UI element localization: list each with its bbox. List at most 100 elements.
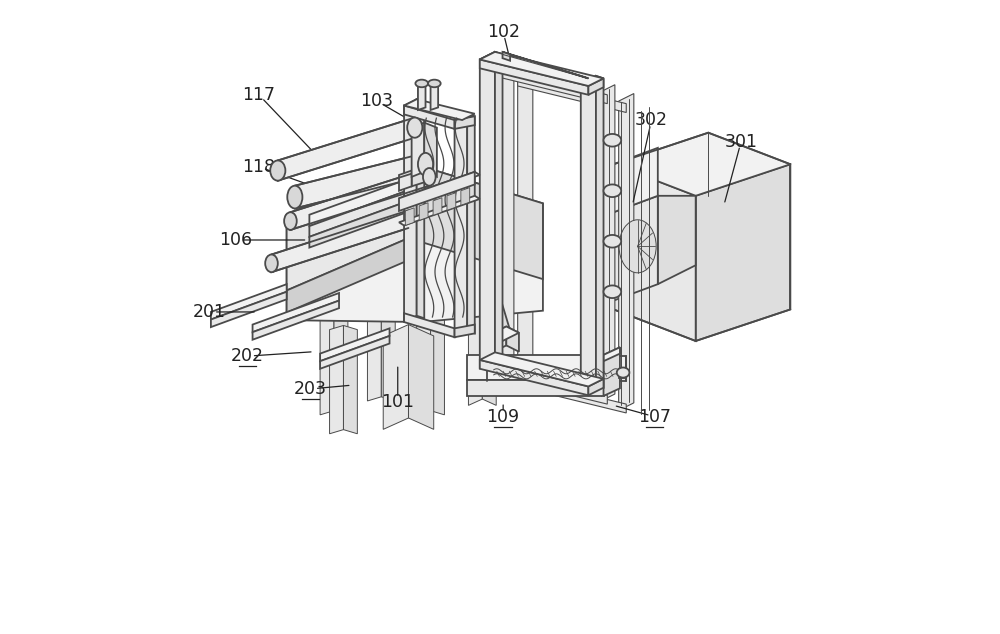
Polygon shape bbox=[455, 325, 475, 337]
Polygon shape bbox=[278, 117, 415, 181]
Text: 202: 202 bbox=[231, 347, 264, 365]
Text: 302: 302 bbox=[635, 111, 668, 129]
Polygon shape bbox=[418, 84, 426, 110]
Polygon shape bbox=[467, 355, 604, 380]
Polygon shape bbox=[518, 378, 626, 413]
Polygon shape bbox=[467, 380, 604, 396]
Polygon shape bbox=[412, 165, 427, 186]
Polygon shape bbox=[518, 77, 626, 112]
Ellipse shape bbox=[407, 117, 422, 138]
Ellipse shape bbox=[619, 220, 656, 273]
Polygon shape bbox=[404, 100, 475, 120]
Polygon shape bbox=[604, 347, 620, 361]
Polygon shape bbox=[330, 325, 343, 434]
Polygon shape bbox=[499, 369, 607, 404]
Polygon shape bbox=[309, 178, 410, 226]
Polygon shape bbox=[487, 356, 626, 369]
Polygon shape bbox=[480, 353, 604, 387]
Polygon shape bbox=[495, 52, 503, 364]
Polygon shape bbox=[431, 84, 438, 110]
Polygon shape bbox=[480, 52, 604, 86]
Polygon shape bbox=[287, 238, 408, 313]
Polygon shape bbox=[658, 196, 696, 284]
Text: 201: 201 bbox=[193, 303, 226, 321]
Polygon shape bbox=[447, 193, 456, 210]
Polygon shape bbox=[503, 52, 588, 79]
Ellipse shape bbox=[415, 80, 428, 87]
Ellipse shape bbox=[604, 134, 621, 146]
Polygon shape bbox=[431, 306, 444, 415]
Polygon shape bbox=[614, 196, 658, 301]
Polygon shape bbox=[468, 295, 482, 405]
Polygon shape bbox=[518, 70, 533, 387]
Ellipse shape bbox=[617, 368, 629, 378]
Ellipse shape bbox=[428, 80, 441, 87]
Polygon shape bbox=[604, 347, 620, 396]
Polygon shape bbox=[343, 325, 357, 434]
Polygon shape bbox=[399, 171, 412, 191]
Polygon shape bbox=[211, 292, 287, 327]
Polygon shape bbox=[320, 336, 390, 369]
Polygon shape bbox=[405, 208, 414, 226]
Polygon shape bbox=[619, 369, 625, 378]
Ellipse shape bbox=[287, 186, 302, 209]
Polygon shape bbox=[424, 122, 437, 177]
Polygon shape bbox=[404, 105, 455, 129]
Polygon shape bbox=[588, 79, 604, 95]
Polygon shape bbox=[581, 76, 604, 86]
Polygon shape bbox=[614, 164, 696, 341]
Text: 102: 102 bbox=[487, 23, 520, 41]
Polygon shape bbox=[211, 284, 287, 320]
Ellipse shape bbox=[418, 153, 433, 176]
Polygon shape bbox=[399, 196, 480, 226]
Polygon shape bbox=[482, 295, 496, 405]
Polygon shape bbox=[253, 301, 339, 340]
Polygon shape bbox=[320, 328, 390, 361]
Polygon shape bbox=[619, 94, 634, 410]
Text: 301: 301 bbox=[725, 133, 758, 150]
Polygon shape bbox=[499, 68, 607, 103]
Polygon shape bbox=[480, 360, 588, 395]
Polygon shape bbox=[253, 293, 339, 332]
Ellipse shape bbox=[604, 184, 621, 197]
Polygon shape bbox=[614, 148, 658, 212]
Polygon shape bbox=[455, 113, 467, 337]
Polygon shape bbox=[408, 162, 543, 279]
Polygon shape bbox=[271, 210, 408, 272]
Polygon shape bbox=[696, 164, 790, 341]
Polygon shape bbox=[467, 113, 475, 333]
Ellipse shape bbox=[284, 212, 297, 230]
Polygon shape bbox=[367, 293, 381, 401]
Polygon shape bbox=[596, 76, 604, 388]
Polygon shape bbox=[482, 297, 511, 347]
Polygon shape bbox=[399, 172, 475, 211]
Polygon shape bbox=[614, 133, 790, 196]
Polygon shape bbox=[381, 293, 395, 401]
Polygon shape bbox=[487, 327, 506, 355]
Text: 109: 109 bbox=[487, 408, 520, 426]
Polygon shape bbox=[404, 313, 455, 337]
Ellipse shape bbox=[604, 285, 621, 298]
Text: 107: 107 bbox=[638, 408, 671, 426]
Polygon shape bbox=[309, 190, 410, 237]
Polygon shape bbox=[404, 100, 417, 322]
Text: 203: 203 bbox=[294, 380, 327, 398]
Polygon shape bbox=[487, 327, 519, 342]
Polygon shape bbox=[487, 369, 626, 382]
Polygon shape bbox=[287, 162, 543, 322]
Polygon shape bbox=[295, 153, 426, 209]
Ellipse shape bbox=[423, 168, 436, 186]
Polygon shape bbox=[383, 325, 408, 429]
Polygon shape bbox=[480, 52, 495, 369]
Polygon shape bbox=[506, 327, 519, 352]
Polygon shape bbox=[419, 203, 428, 221]
Polygon shape bbox=[588, 379, 604, 395]
Text: 118: 118 bbox=[242, 158, 275, 176]
Polygon shape bbox=[433, 198, 442, 216]
Polygon shape bbox=[408, 325, 434, 429]
Polygon shape bbox=[417, 306, 431, 415]
Polygon shape bbox=[412, 122, 424, 177]
Text: 117: 117 bbox=[242, 86, 275, 104]
Polygon shape bbox=[461, 188, 470, 205]
Polygon shape bbox=[334, 306, 348, 415]
